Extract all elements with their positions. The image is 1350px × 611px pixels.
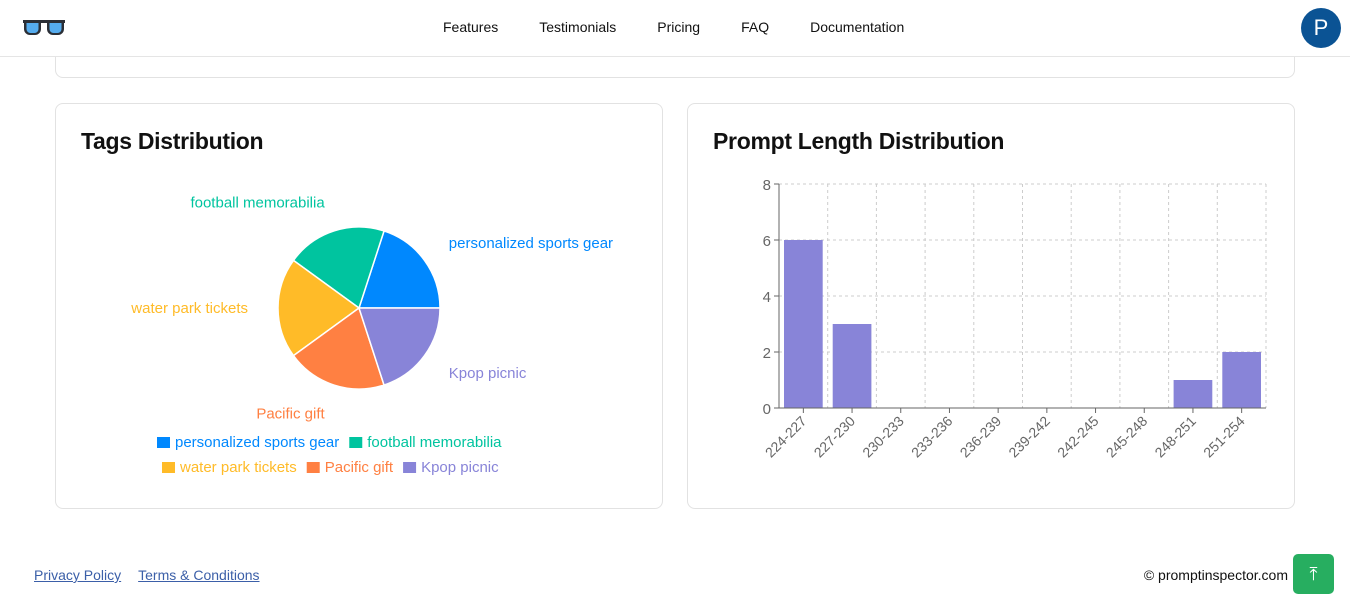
sunglasses-logo-icon[interactable] [23, 18, 65, 43]
x-tick-label: 242-245 [1054, 413, 1102, 461]
y-tick-label: 4 [763, 289, 771, 306]
y-tick-label: 0 [763, 401, 771, 418]
bar[interactable] [784, 240, 823, 408]
x-tick-label: 230-233 [859, 413, 907, 461]
nav-testimonials[interactable]: Testimonials [539, 19, 617, 35]
legend-item[interactable]: personalized sports gear [175, 434, 339, 451]
prompt-length-card: Prompt Length Distribution 0 2 4 6 8 224-227 2… [687, 103, 1295, 509]
nav-faq[interactable]: FAQ [741, 19, 770, 35]
avatar[interactable]: P [1301, 8, 1341, 48]
pie-slice[interactable] [292, 306, 385, 390]
scroll-to-top-button[interactable]: ⤒ [1293, 554, 1334, 594]
pie-label: football memorabilia [190, 194, 325, 211]
legend-item[interactable]: water park tickets [179, 459, 297, 476]
pie-slice[interactable] [292, 226, 385, 310]
pie-slice[interactable] [357, 230, 441, 309]
top-nav: Features Testimonials Pricing FAQ Docume… [0, 0, 1350, 57]
bar-chart: 0 2 4 6 8 224-227 227-230 230-233 233-236 236-239… [762, 177, 1267, 461]
footer-links: Privacy Policy Terms & Conditions [34, 567, 260, 583]
bar[interactable] [1173, 380, 1213, 408]
privacy-policy-link[interactable]: Privacy Policy [34, 567, 122, 583]
y-tick-label: 8 [763, 177, 771, 194]
pie-slice[interactable] [277, 259, 361, 357]
x-tick-label: 224-227 [762, 413, 810, 461]
legend-swatch [157, 437, 170, 448]
x-tick-label: 248-251 [1151, 413, 1199, 461]
legend-swatch [306, 462, 320, 473]
y-tick-label: 2 [763, 345, 771, 362]
legend-swatch [162, 462, 175, 473]
legend-swatch [349, 437, 363, 448]
pie-label: Pacific gift [256, 406, 325, 423]
bar[interactable] [832, 324, 872, 408]
y-tick-label: 6 [763, 233, 771, 250]
card-title: Prompt Length Distribution [713, 128, 1005, 154]
x-tick-label: 245-248 [1103, 413, 1151, 461]
legend-item[interactable]: football memorabilia [367, 434, 502, 451]
bar[interactable] [1222, 352, 1261, 408]
legend-item[interactable]: Pacific gift [325, 459, 394, 476]
legend-item[interactable]: Kpop picnic [421, 459, 499, 476]
x-tick-label: 239-242 [1005, 413, 1053, 461]
pie-label: Kpop picnic [449, 365, 527, 382]
nav-documentation[interactable]: Documentation [810, 19, 905, 35]
x-tick-label: 233-236 [908, 413, 956, 461]
x-tick-label: 236-239 [957, 413, 1005, 461]
card-title: Tags Distribution [81, 128, 264, 154]
pie-chart: personalized sports gear football memorab… [130, 194, 613, 476]
x-tick-label: 227-230 [811, 413, 859, 461]
legend-swatch [403, 462, 417, 473]
pie-label: personalized sports gear [449, 235, 613, 252]
x-tick-label: 251-254 [1200, 413, 1248, 461]
nav-features[interactable]: Features [443, 19, 499, 35]
pie-label: water park tickets [130, 300, 248, 317]
arrow-up-to-top-icon: ⤒ [1309, 563, 1318, 584]
terms-link[interactable]: Terms & Conditions [138, 567, 260, 583]
pie-slice[interactable] [357, 307, 441, 386]
nav-pricing[interactable]: Pricing [657, 19, 701, 35]
tags-distribution-card: Tags Distribution personalized sports ge… [55, 103, 663, 509]
copyright: © promptinspector.com [1143, 567, 1288, 583]
